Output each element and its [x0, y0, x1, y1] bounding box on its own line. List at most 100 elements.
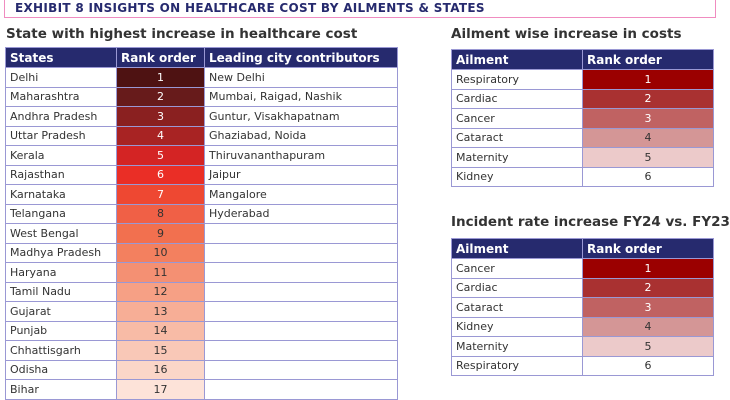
- table-row: Cancer 3: [451, 108, 714, 129]
- table-row: West Bengal 9: [5, 223, 398, 244]
- rank-cell: 5: [116, 145, 205, 166]
- state-cell: West Bengal: [5, 223, 117, 244]
- rank-cell: 5: [582, 147, 714, 168]
- rank-cell: 3: [116, 106, 205, 127]
- rank-cell: 12: [116, 281, 205, 302]
- ailment-cell: Maternity: [451, 147, 583, 168]
- table-row: Delhi 1 New Delhi: [5, 67, 398, 88]
- rank-cell: 3: [582, 297, 714, 318]
- table-row: Bihar 17: [5, 379, 398, 400]
- header-ailment: Ailment: [451, 49, 583, 70]
- state-cell: Uttar Pradesh: [5, 125, 117, 146]
- table-row: Rajasthan 6 Jaipur: [5, 164, 398, 185]
- state-cell: Tamil Nadu: [5, 281, 117, 302]
- table-row: Karnataka 7 Mangalore: [5, 184, 398, 205]
- state-cell: Odisha: [5, 359, 117, 380]
- cities-cell: Mangalore: [204, 184, 398, 205]
- table-row: Maharashtra 2 Mumbai, Raigad, Nashik: [5, 86, 398, 107]
- rank-cell: 2: [116, 86, 205, 107]
- state-cell: Maharashtra: [5, 86, 117, 107]
- table-row: Andhra Pradesh 3 Guntur, Visakhapatnam: [5, 106, 398, 127]
- ailment-cell: Respiratory: [451, 355, 583, 376]
- incident-table-title: Incident rate increase FY24 vs. FY23: [451, 214, 730, 230]
- cities-cell: Hyderabad: [204, 203, 398, 224]
- ailment-cell: Respiratory: [451, 69, 583, 90]
- table-row: Madhya Pradesh 10: [5, 242, 398, 263]
- rank-cell: 3: [582, 108, 714, 129]
- table-row: Telangana 8 Hyderabad: [5, 203, 398, 224]
- table-row: Gujarat 13: [5, 301, 398, 322]
- header-rank-order: Rank order: [582, 238, 714, 259]
- table-row: Uttar Pradesh 4 Ghaziabad, Noida: [5, 125, 398, 146]
- incident-rate-table: Ailment Rank order Cancer 1 Cardiac 2 Catara…: [451, 238, 714, 376]
- cities-cell: [204, 320, 398, 341]
- rank-cell: 4: [582, 316, 714, 337]
- cities-cell: Jaipur: [204, 164, 398, 185]
- rank-cell: 15: [116, 340, 205, 361]
- cities-cell: Guntur, Visakhapatnam: [204, 106, 398, 127]
- ailment-cell: Cardiac: [451, 277, 583, 298]
- table-row: Punjab 14: [5, 320, 398, 341]
- cities-cell: Ghaziabad, Noida: [204, 125, 398, 146]
- state-cell: Chhattisgarh: [5, 340, 117, 361]
- cities-cell: [204, 340, 398, 361]
- table-row: Respiratory 1: [451, 69, 714, 90]
- table-row: Kidney 4: [451, 316, 714, 337]
- table-row: Kidney 6: [451, 166, 714, 187]
- header-rank-order: Rank order: [582, 49, 714, 70]
- rank-cell: 2: [582, 277, 714, 298]
- cities-cell: [204, 359, 398, 380]
- ailment-cell: Kidney: [451, 316, 583, 337]
- table-row: Haryana 11: [5, 262, 398, 283]
- ailment-cell: Cardiac: [451, 88, 583, 109]
- ailment-table-title: Ailment wise increase in costs: [451, 26, 682, 42]
- cities-cell: [204, 281, 398, 302]
- exhibit-title: EXHIBIT 8 INSIGHTS ON HEALTHCARE COST BY…: [15, 1, 485, 15]
- cities-cell: [204, 379, 398, 400]
- header-ailment: Ailment: [451, 238, 583, 259]
- cities-cell: [204, 242, 398, 263]
- rank-cell: 2: [582, 88, 714, 109]
- state-cell: Rajasthan: [5, 164, 117, 185]
- cities-cell: Mumbai, Raigad, Nashik: [204, 86, 398, 107]
- table-row: Odisha 16: [5, 359, 398, 380]
- table-row: Maternity 5: [451, 336, 714, 357]
- table-row: Kerala 5 Thiruvananthapuram: [5, 145, 398, 166]
- rank-cell: 8: [116, 203, 205, 224]
- header-rank-order: Rank order: [116, 47, 205, 68]
- exhibit-banner: EXHIBIT 8 INSIGHTS ON HEALTHCARE COST BY…: [4, 0, 716, 18]
- state-cell: Kerala: [5, 145, 117, 166]
- table-row: Maternity 5: [451, 147, 714, 168]
- rank-cell: 14: [116, 320, 205, 341]
- state-cell: Karnataka: [5, 184, 117, 205]
- rank-cell: 16: [116, 359, 205, 380]
- ailment-cell: Cancer: [451, 108, 583, 129]
- rank-cell: 17: [116, 379, 205, 400]
- rank-cell: 6: [582, 355, 714, 376]
- states-table: States Rank order Leading city contribut…: [5, 47, 398, 400]
- state-cell: Telangana: [5, 203, 117, 224]
- ailment-cell: Cataract: [451, 127, 583, 148]
- state-cell: Bihar: [5, 379, 117, 400]
- header-leading-cities: Leading city contributors: [204, 47, 398, 68]
- ailment-cost-table: Ailment Rank order Respiratory 1 Cardiac 2 C…: [451, 49, 714, 187]
- table-row: Cancer 1: [451, 258, 714, 279]
- ailment-cell: Kidney: [451, 166, 583, 187]
- rank-cell: 10: [116, 242, 205, 263]
- rank-cell: 6: [582, 166, 714, 187]
- ailment-cell: Cancer: [451, 258, 583, 279]
- state-cell: Delhi: [5, 67, 117, 88]
- state-cell: Haryana: [5, 262, 117, 283]
- table-row: Cataract 4: [451, 127, 714, 148]
- rank-cell: 5: [582, 336, 714, 357]
- table-row: Cardiac 2: [451, 88, 714, 109]
- rank-cell: 6: [116, 164, 205, 185]
- ailment-cell: Maternity: [451, 336, 583, 357]
- table-row: Respiratory 6: [451, 355, 714, 376]
- rank-cell: 1: [582, 258, 714, 279]
- rank-cell: 9: [116, 223, 205, 244]
- rank-cell: 11: [116, 262, 205, 283]
- ailment-cell: Cataract: [451, 297, 583, 318]
- rank-cell: 7: [116, 184, 205, 205]
- state-cell: Andhra Pradesh: [5, 106, 117, 127]
